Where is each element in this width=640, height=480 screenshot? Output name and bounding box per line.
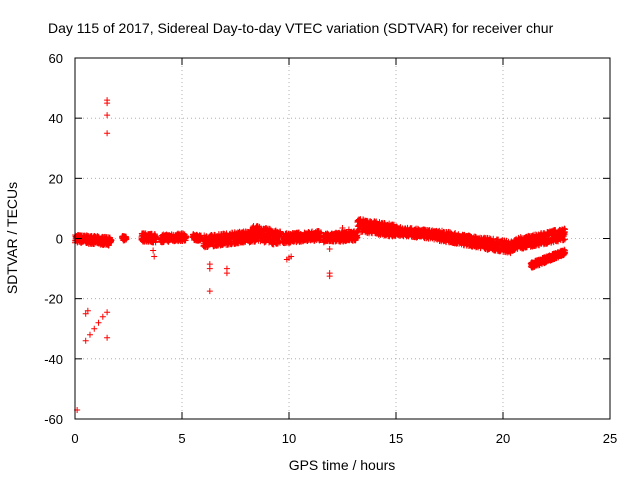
data-point: [86, 331, 93, 338]
y-tick-label: 60: [49, 51, 63, 66]
data-point: [326, 246, 333, 253]
data-point: [223, 270, 230, 277]
data-point: [150, 247, 157, 254]
data-point: [562, 249, 569, 256]
y-tick-label: -20: [44, 292, 63, 307]
y-tick-label: 20: [49, 171, 63, 186]
x-tick-label: 20: [496, 431, 510, 446]
data-point: [532, 242, 539, 249]
data-point: [104, 112, 111, 119]
data-point: [91, 325, 98, 332]
data-point: [123, 235, 130, 242]
data-point: [104, 130, 111, 137]
data-point: [345, 226, 352, 233]
data-point: [183, 233, 190, 240]
data-point: [95, 319, 102, 326]
data-point: [84, 307, 91, 314]
y-axis-title: SDTVAR / TECUs: [4, 182, 20, 294]
x-axis-title: GPS time / hours: [289, 457, 396, 473]
x-tick-label: 5: [178, 431, 185, 446]
data-point: [206, 288, 213, 295]
data-point: [108, 237, 115, 244]
data-point: [452, 229, 459, 236]
data-point: [82, 310, 89, 317]
y-tick-label: -40: [44, 352, 63, 367]
data-point: [561, 236, 568, 243]
data-point: [104, 334, 111, 341]
data-point: [326, 273, 333, 280]
axis-ticks: [74, 57, 611, 420]
data-point: [104, 100, 111, 107]
chart-title: Day 115 of 2017, Sidereal Day-to-day VTE…: [48, 20, 554, 36]
y-tick-label: -60: [44, 412, 63, 427]
data-point: [562, 226, 569, 233]
x-tick-label: 0: [71, 431, 78, 446]
data-point: [354, 234, 361, 241]
data-point: [339, 224, 346, 231]
y-tick-label: 0: [56, 232, 63, 247]
tick-labels: 0 5 10 15 20 25 -60 -40 -20 0 20 40 60: [44, 51, 617, 446]
data-points: [72, 97, 569, 413]
data-point: [206, 265, 213, 272]
data-point: [99, 313, 106, 320]
x-tick-label: 15: [389, 431, 403, 446]
data-point: [151, 253, 158, 260]
y-tick-label: 40: [49, 111, 63, 126]
data-point: [288, 253, 295, 260]
data-point: [277, 230, 284, 237]
data-point: [82, 337, 89, 344]
data-point: [104, 309, 111, 316]
x-tick-label: 10: [282, 431, 296, 446]
x-tick-label: 25: [603, 431, 617, 446]
